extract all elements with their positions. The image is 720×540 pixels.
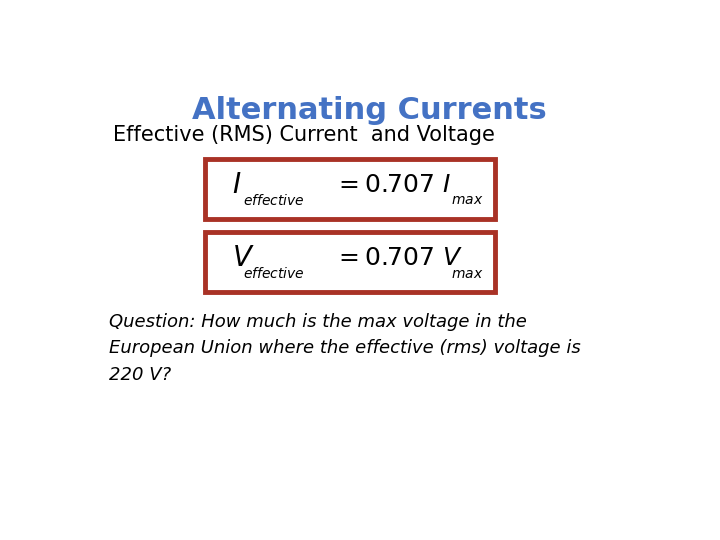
Text: $= 0.707\ \mathit{V}$: $= 0.707\ \mathit{V}$ bbox=[334, 246, 463, 270]
Text: $= 0.707\ \mathit{I}$: $= 0.707\ \mathit{I}$ bbox=[334, 173, 451, 197]
Text: Alternating Currents: Alternating Currents bbox=[192, 96, 546, 125]
FancyBboxPatch shape bbox=[204, 232, 495, 292]
Text: $\mathit{effective}$: $\mathit{effective}$ bbox=[243, 266, 305, 281]
Text: $\mathit{max}$: $\mathit{max}$ bbox=[451, 267, 484, 281]
FancyBboxPatch shape bbox=[204, 159, 495, 219]
Text: $\mathit{I}$: $\mathit{I}$ bbox=[232, 171, 241, 199]
Text: Question: How much is the max voltage in the
European Union where the effective : Question: How much is the max voltage in… bbox=[109, 313, 581, 383]
Text: Effective (RMS) Current  and Voltage: Effective (RMS) Current and Voltage bbox=[113, 125, 495, 145]
Text: $\mathit{max}$: $\mathit{max}$ bbox=[451, 193, 484, 207]
Text: $\mathit{V}$: $\mathit{V}$ bbox=[232, 244, 254, 272]
Text: $\mathit{effective}$: $\mathit{effective}$ bbox=[243, 193, 305, 207]
